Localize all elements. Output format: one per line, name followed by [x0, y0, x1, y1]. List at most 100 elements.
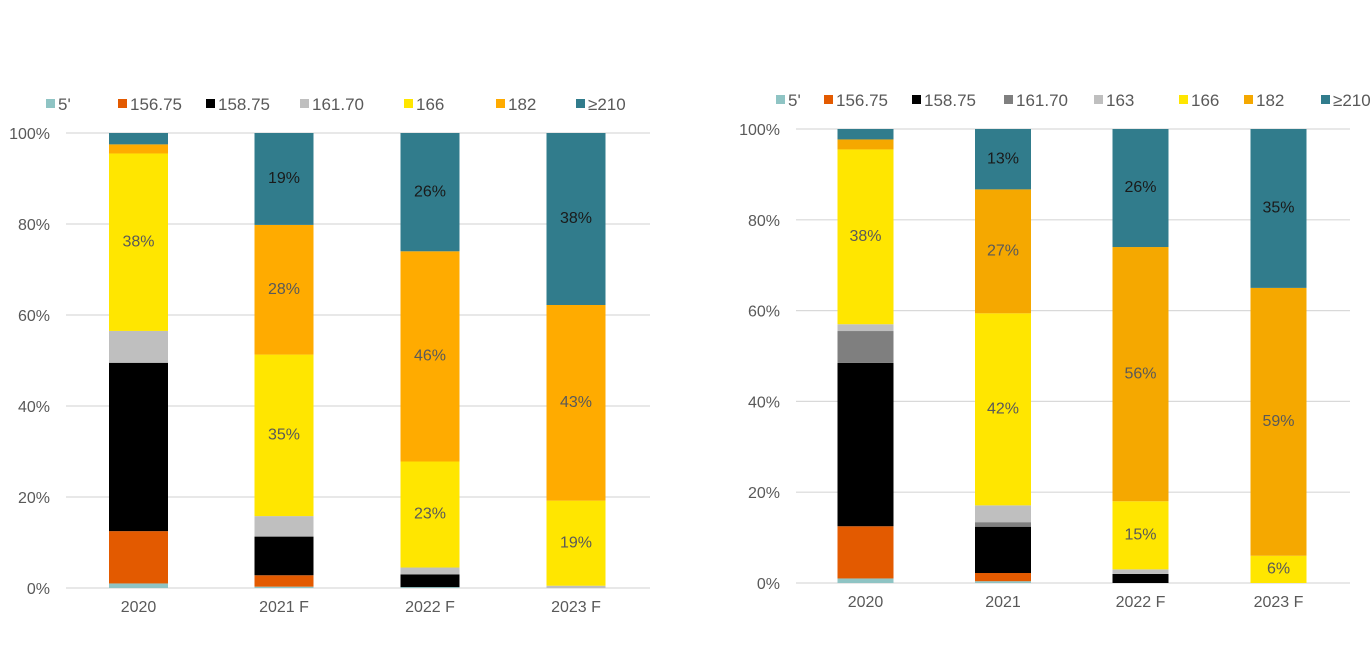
left-stacked-bar-chart: 0% 20% 40% 60% 80% 100% 38% 2020 35% 28% 19% 2021 F…	[9, 95, 650, 616]
bar-segment-163-2020	[837, 324, 894, 332]
bar-segment-166-2021f	[254, 354, 314, 517]
bar-segment-182-2020	[109, 144, 168, 154]
bar-segment-15875-2020	[109, 362, 168, 532]
bar-segment-5-2021	[975, 581, 1031, 583]
legend-swatch	[576, 99, 585, 108]
bar-segment-15875-2022f	[1112, 573, 1169, 583]
data-label: 35%	[268, 427, 300, 444]
bar-segment-16170-2020	[837, 331, 894, 363]
y-tick-label: 80%	[18, 217, 50, 234]
legend-swatch	[206, 99, 215, 108]
bar-segment-210-2021f	[254, 133, 314, 225]
bar-segment-15875-2021	[975, 526, 1031, 574]
legend-swatch	[824, 95, 833, 104]
y-tick-label: 60%	[748, 304, 780, 321]
legend-label: 158.75	[924, 91, 976, 110]
x-tick-label: 2021 F	[259, 599, 309, 616]
bar-segment-182-2023f	[546, 304, 606, 501]
legend-item: 182	[1244, 91, 1284, 110]
bar-segment-16170-2021	[975, 522, 1031, 527]
data-label: 38%	[122, 233, 154, 250]
bar-segment-166-2022f	[400, 461, 460, 568]
data-label: 38%	[849, 228, 881, 245]
bar-segment-182-2021	[975, 189, 1031, 314]
data-label: 15%	[1124, 527, 1156, 544]
bar-segment-16170-2020	[109, 330, 168, 363]
bar-segment-210-2020	[837, 129, 894, 140]
legend-label: 161.70	[312, 95, 364, 114]
legend-label: 166	[416, 95, 444, 114]
data-label: 59%	[1262, 413, 1294, 430]
legend-swatch	[776, 95, 785, 104]
legend-label: 156.75	[836, 91, 888, 110]
legend-label: ≥210	[588, 95, 626, 114]
legend-swatch	[496, 99, 505, 108]
bar-segment-166-2023f	[1250, 555, 1307, 583]
legend-item: 161.70	[1004, 91, 1068, 110]
bar-segment-210-2020	[109, 133, 168, 145]
legend-item: 156.75	[824, 91, 888, 110]
legend-swatch	[1004, 95, 1013, 104]
y-tick-label: 0%	[27, 581, 50, 598]
data-label: 35%	[1262, 200, 1294, 217]
bar-segment-182-2022f	[1112, 247, 1169, 502]
bar-segment-15875-2022f	[400, 574, 460, 588]
legend-label: 5'	[58, 95, 71, 114]
data-label: 38%	[560, 210, 592, 227]
bar-segment-5-2020	[837, 578, 894, 583]
bar-segment-163-2021	[975, 505, 1031, 523]
bar-segment-16170-2022f	[400, 567, 460, 575]
data-label: 28%	[268, 281, 300, 298]
bar-segment-166-2020	[837, 149, 894, 325]
bar-segment-163-2022f	[1112, 569, 1169, 574]
legend-swatch	[300, 99, 309, 108]
bar-segment-182-2023f	[1250, 287, 1307, 556]
y-tick-label: 100%	[739, 122, 780, 139]
bar-segment-166-2020	[109, 153, 168, 331]
data-label: 27%	[987, 243, 1019, 260]
bar-segment-15875-2021f	[254, 536, 314, 576]
bar-segment-210-2022f	[1112, 129, 1169, 248]
x-tick-label: 2023 F	[1254, 594, 1304, 611]
bar-segment-16170-2021f	[254, 516, 314, 537]
legend-item: 5'	[46, 95, 71, 114]
bar-segment-210-2023f	[1250, 129, 1307, 288]
bar-segment-182-2020	[837, 139, 894, 150]
bar-segment-5-2022f	[400, 587, 460, 588]
legend-swatch	[1179, 95, 1188, 104]
legend-label: 182	[1256, 91, 1284, 110]
data-label: 23%	[414, 506, 446, 523]
bar-segment-210-2023f	[546, 133, 606, 305]
bar-segment-5-2020	[109, 583, 168, 588]
legend-swatch	[118, 99, 127, 108]
data-label: 19%	[560, 534, 592, 551]
bar-segment-210-2022f	[400, 133, 460, 252]
legend-label: 182	[508, 95, 536, 114]
legend-swatch	[1094, 95, 1103, 104]
data-label: 26%	[414, 183, 446, 200]
legend-swatch	[1321, 95, 1330, 104]
legend-item: ≥210	[576, 95, 626, 114]
y-tick-label: 0%	[757, 576, 780, 593]
legend-label: 5'	[788, 91, 801, 110]
y-tick-label: 40%	[748, 394, 780, 411]
bar-segment-166-2022f	[1112, 501, 1169, 570]
legend-label: 156.75	[130, 95, 182, 114]
legend-item: 166	[1179, 91, 1219, 110]
bar-segment-15675-2020	[109, 531, 168, 584]
x-tick-label: 2022 F	[1116, 594, 1166, 611]
legend-label: 163	[1106, 91, 1134, 110]
legend-item: 163	[1094, 91, 1134, 110]
x-tick-label: 2023 F	[551, 599, 601, 616]
legend-item: 166	[404, 95, 444, 114]
right-stacked-bar-chart: 0% 20% 40% 60% 80% 100% 38% 2020 42% 27% 13% 2021 15…	[739, 91, 1370, 611]
bar-segment-166-2021	[975, 313, 1031, 506]
bar-segment-210-2021	[975, 129, 1031, 190]
y-tick-label: 20%	[18, 490, 50, 507]
data-label: 42%	[987, 401, 1019, 418]
x-tick-label: 2020	[121, 599, 157, 616]
legend-item: 161.70	[300, 95, 364, 114]
data-label: 13%	[987, 150, 1019, 167]
x-tick-label: 2020	[848, 594, 884, 611]
